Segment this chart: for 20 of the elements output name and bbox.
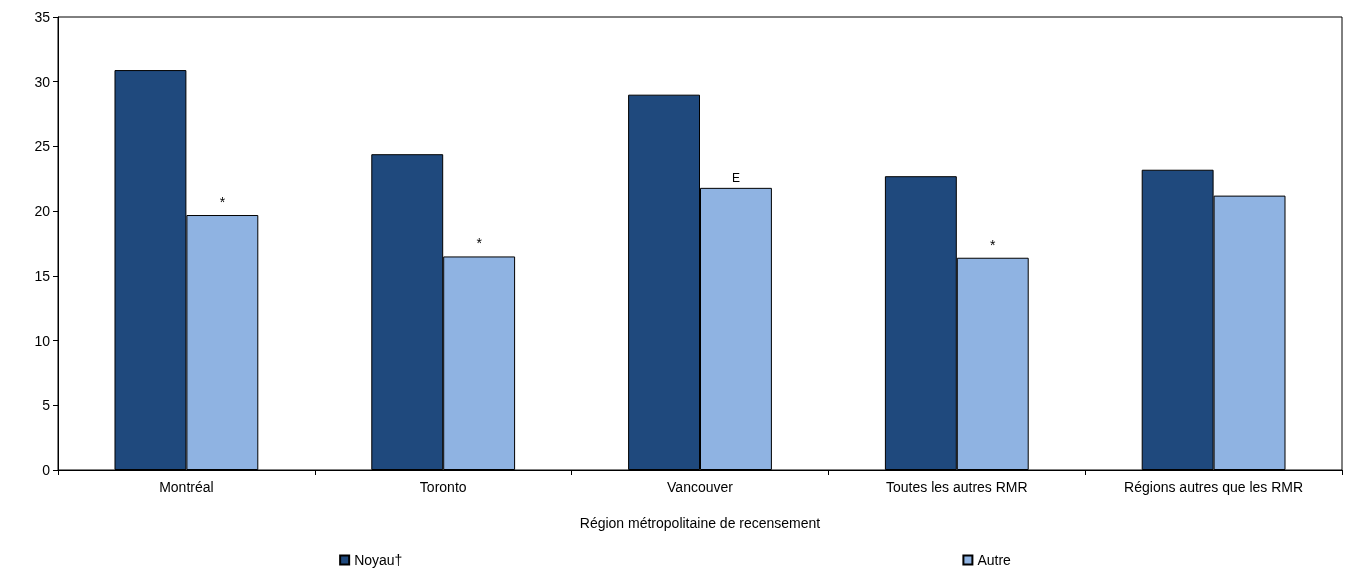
y-tick-label: 5 <box>42 397 51 414</box>
annotation: * <box>990 236 997 253</box>
y-tick-label: 25 <box>34 138 51 155</box>
x-tick-label: Régions autres que les RMR <box>1124 479 1304 495</box>
y-tick-label: 15 <box>34 267 51 284</box>
annotation: * <box>476 235 483 252</box>
x-tick-label: Vancouver <box>667 479 734 495</box>
y-tick-label: 20 <box>34 203 51 220</box>
x-axis-title: Région métropolitaine de recensement <box>579 515 821 531</box>
x-tick-label: Toutes les autres RMR <box>886 479 1028 495</box>
x-tick-label: Toronto <box>419 479 467 495</box>
x-tick-label: Montréal <box>159 479 214 495</box>
annotation: * <box>219 194 226 211</box>
legend-label: Autre <box>977 552 1012 568</box>
legend-label: Noyau† <box>354 552 403 568</box>
y-tick-label: 0 <box>42 462 51 478</box>
annotation: E <box>731 170 740 185</box>
y-tick-label: 30 <box>34 73 51 90</box>
y-tick-label: 35 <box>34 9 51 25</box>
y-tick-label: 10 <box>34 332 51 349</box>
